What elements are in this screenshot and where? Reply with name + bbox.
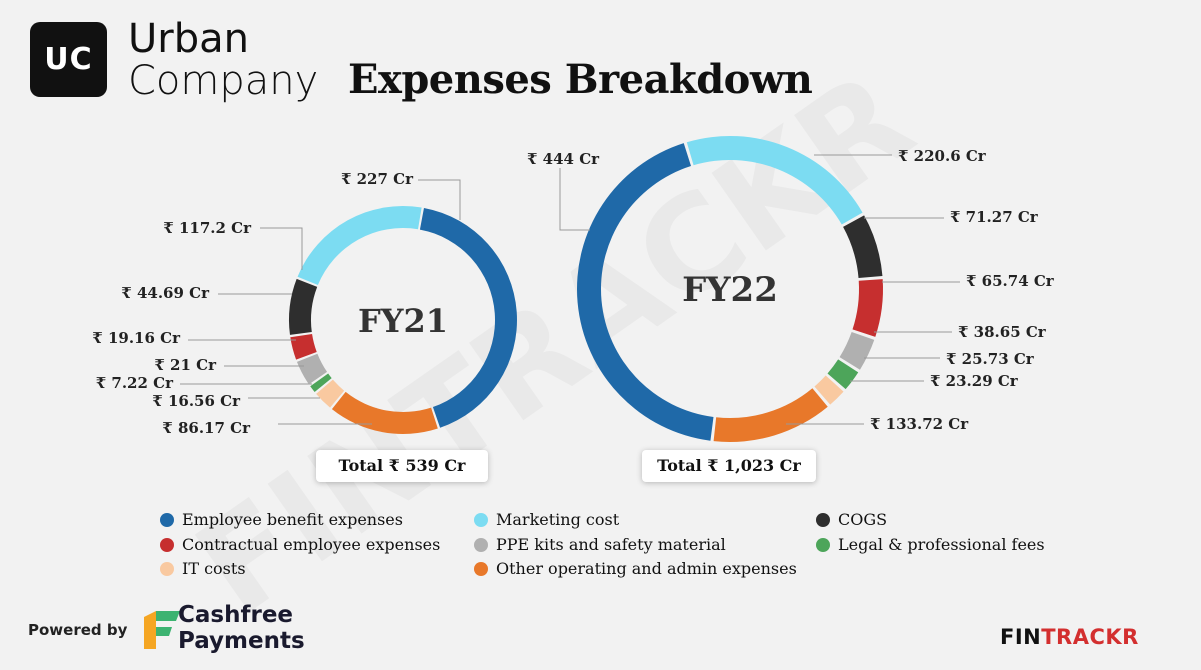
donut-slice bbox=[297, 206, 422, 286]
legend-item-cogs: COGS bbox=[816, 510, 887, 529]
data-label: ₹ 21 Cr bbox=[154, 356, 217, 374]
data-label: ₹ 220.6 Cr bbox=[898, 147, 987, 165]
data-label: ₹ 86.17 Cr bbox=[162, 419, 251, 437]
data-label: ₹ 23.29 Cr bbox=[930, 372, 1019, 390]
legend-label: Marketing cost bbox=[496, 510, 620, 529]
data-label: ₹ 38.65 Cr bbox=[958, 323, 1047, 341]
data-label: ₹ 44.69 Cr bbox=[121, 284, 210, 302]
data-label: ₹ 117.2 Cr bbox=[163, 219, 252, 237]
legend-label: Legal & professional fees bbox=[838, 535, 1045, 554]
data-label: ₹ 227 Cr bbox=[341, 170, 414, 188]
legend-item-it: IT costs bbox=[160, 559, 246, 578]
donut-slice bbox=[843, 215, 883, 279]
fy22-total: Total ₹ 1,023 Cr bbox=[642, 450, 816, 482]
brand-name: Urban Company bbox=[128, 18, 318, 102]
legend-item-ppe: PPE kits and safety material bbox=[474, 535, 726, 554]
cashfree-line2: Payments bbox=[178, 628, 305, 654]
legend-dot bbox=[474, 512, 488, 527]
donut-slice bbox=[852, 279, 883, 337]
legend-item-employee: Employee benefit expenses bbox=[160, 510, 403, 529]
data-label: ₹ 16.56 Cr bbox=[152, 392, 241, 410]
data-label: ₹ 65.74 Cr bbox=[966, 272, 1055, 290]
urban-company-logo: UC bbox=[30, 22, 107, 97]
legend-label: Contractual employee expenses bbox=[182, 535, 441, 554]
legend-label: Other operating and admin expenses bbox=[496, 559, 797, 578]
cashfree-logo-icon bbox=[144, 611, 180, 649]
legend-label: PPE kits and safety material bbox=[496, 535, 726, 554]
donut-slice bbox=[316, 379, 345, 408]
leader-line bbox=[260, 227, 303, 270]
data-label: ₹ 133.72 Cr bbox=[870, 415, 969, 433]
donut-slice bbox=[577, 143, 714, 441]
donut-slice bbox=[419, 207, 517, 428]
legend-item-marketing: Marketing cost bbox=[474, 510, 619, 529]
legend-item-contractual: Contractual employee expenses bbox=[160, 535, 440, 554]
leader-line bbox=[418, 179, 461, 220]
donut-slice bbox=[686, 136, 863, 225]
center-label: FY21 bbox=[358, 302, 448, 340]
powered-by: Powered by bbox=[28, 621, 128, 639]
legend-item-legal: Legal & professional fees bbox=[816, 535, 1045, 554]
legend-dot bbox=[160, 561, 174, 576]
leader-line bbox=[559, 168, 590, 231]
legend-label: IT costs bbox=[182, 559, 246, 578]
donut-slice bbox=[296, 353, 328, 385]
donut-slice bbox=[331, 391, 438, 435]
donut-slice bbox=[814, 375, 844, 405]
fy21-total: Total ₹ 539 Cr bbox=[316, 450, 488, 482]
cashfree-payments-logo: Cashfree Payments bbox=[178, 602, 305, 654]
legend-item-other: Other operating and admin expenses bbox=[474, 559, 797, 578]
legend-dot bbox=[160, 537, 174, 552]
donut-slice bbox=[827, 359, 859, 390]
legend-dot bbox=[160, 512, 174, 527]
fintrackr-part1: FIN bbox=[1000, 625, 1042, 649]
data-label: ₹ 25.73 Cr bbox=[946, 350, 1035, 368]
data-label: ₹ 19.16 Cr bbox=[92, 329, 181, 347]
donut-slice bbox=[713, 388, 828, 442]
legend-dot bbox=[816, 512, 830, 527]
donut-slice bbox=[289, 278, 318, 335]
legend-label: Employee benefit expenses bbox=[182, 510, 403, 529]
donut-slice bbox=[839, 331, 875, 370]
donut-slice bbox=[310, 373, 332, 393]
donut-slice bbox=[290, 333, 317, 360]
data-label: ₹ 7.22 Cr bbox=[96, 374, 174, 392]
page-title: Expenses Breakdown bbox=[348, 56, 813, 103]
legend-dot bbox=[474, 561, 488, 576]
data-label: ₹ 71.27 Cr bbox=[950, 208, 1039, 226]
cashfree-line1: Cashfree bbox=[178, 602, 294, 628]
legend-dot bbox=[816, 537, 830, 552]
fintrackr-part2: TRACKR bbox=[1041, 625, 1139, 649]
fintrackr-logo: FINTRACKR bbox=[1000, 625, 1139, 649]
legend-label: COGS bbox=[838, 510, 888, 529]
brand-name-line1: Urban bbox=[128, 16, 249, 62]
center-label: FY22 bbox=[682, 270, 778, 310]
data-label: ₹ 444 Cr bbox=[527, 150, 600, 168]
legend-dot bbox=[474, 537, 488, 552]
brand-name-line2: Company bbox=[128, 58, 319, 104]
